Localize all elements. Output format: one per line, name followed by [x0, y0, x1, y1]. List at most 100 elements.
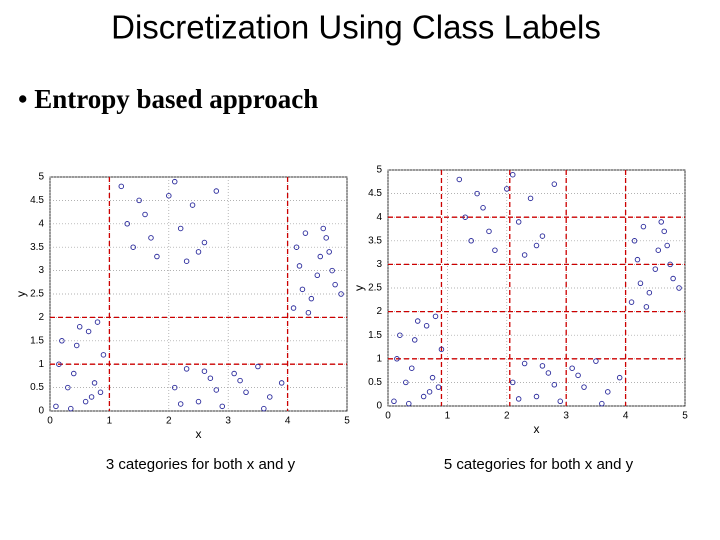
plot-area	[49, 176, 348, 412]
point	[420, 393, 427, 400]
point	[391, 398, 397, 405]
point	[65, 384, 71, 391]
y-tick-label: 0	[38, 406, 44, 417]
y-tick-label: 5	[376, 165, 382, 176]
point	[73, 342, 80, 349]
point	[569, 365, 575, 371]
point	[397, 332, 403, 338]
point	[661, 228, 667, 235]
point	[213, 188, 220, 194]
caption: 3 categories for both x and y	[106, 456, 296, 473]
y-tick-label: 5	[38, 172, 44, 183]
y-tick-label: 2	[38, 312, 44, 323]
point	[85, 328, 92, 335]
y-tick-label: 3	[376, 259, 382, 270]
point	[616, 374, 623, 381]
y-tick-label: 4	[38, 218, 44, 229]
point	[56, 361, 62, 367]
point	[435, 384, 442, 390]
point	[557, 398, 564, 405]
y-axis-label: y	[14, 291, 28, 297]
point	[474, 190, 480, 197]
point	[314, 272, 321, 279]
x-tick-label: 5	[344, 416, 350, 427]
point	[171, 384, 178, 391]
point	[655, 247, 662, 253]
y-tick-label: 1	[38, 359, 44, 370]
point	[521, 252, 528, 258]
point	[100, 352, 107, 358]
y-tick-label: 3.5	[30, 242, 44, 253]
y-tick-label: 3.5	[368, 235, 382, 246]
point	[189, 202, 196, 208]
point	[527, 195, 534, 202]
x-tick-label: 0	[385, 411, 391, 422]
point	[403, 379, 409, 386]
y-axis-label: y	[352, 285, 366, 291]
point	[409, 365, 415, 371]
point	[207, 375, 214, 381]
point	[521, 360, 528, 367]
point	[509, 171, 516, 178]
y-tick-label: 2	[376, 306, 382, 317]
point	[293, 244, 300, 250]
point	[201, 368, 208, 374]
point	[231, 370, 237, 377]
point	[539, 233, 546, 239]
point	[237, 377, 243, 384]
point	[628, 299, 635, 305]
point	[76, 324, 83, 330]
point	[658, 219, 664, 225]
point	[480, 205, 486, 211]
point	[320, 225, 326, 232]
point	[462, 214, 468, 220]
point	[82, 398, 89, 405]
y-tick-label: 0.5	[30, 382, 44, 393]
y-tick-label: 4.5	[30, 195, 44, 206]
plot-area	[387, 169, 686, 407]
y-tick-label: 2.5	[30, 289, 44, 300]
point	[504, 186, 510, 192]
point	[593, 358, 599, 364]
point	[177, 225, 184, 232]
point	[195, 249, 202, 255]
point	[323, 235, 329, 241]
point	[438, 346, 445, 353]
x-tick-label: 2	[504, 411, 510, 422]
point	[278, 380, 285, 386]
point	[426, 389, 433, 395]
point	[97, 389, 104, 396]
x-tick-label: 3	[225, 416, 231, 427]
point	[533, 242, 540, 249]
point	[148, 235, 154, 241]
point	[88, 394, 95, 400]
x-axis-label: x	[196, 427, 202, 441]
y-tick-label: 0	[376, 401, 382, 412]
x-tick-label: 4	[285, 416, 291, 427]
point	[492, 247, 498, 253]
point	[59, 338, 65, 344]
point	[575, 372, 581, 379]
point	[267, 394, 273, 400]
point	[394, 356, 400, 362]
point	[652, 266, 659, 272]
point	[637, 280, 644, 287]
point	[177, 401, 184, 407]
point	[545, 370, 552, 376]
point	[599, 400, 605, 407]
point	[201, 239, 208, 246]
point	[643, 304, 650, 310]
point	[195, 398, 202, 405]
point	[338, 291, 344, 297]
point	[71, 370, 77, 377]
point	[154, 253, 160, 260]
point	[219, 403, 226, 410]
y-tick-label: 1	[376, 353, 382, 364]
point	[142, 211, 148, 218]
point	[326, 249, 332, 255]
x-tick-label: 4	[623, 411, 629, 422]
point	[634, 256, 641, 263]
y-tick-label: 0.5	[368, 377, 382, 388]
point	[183, 366, 190, 372]
point	[539, 363, 546, 369]
